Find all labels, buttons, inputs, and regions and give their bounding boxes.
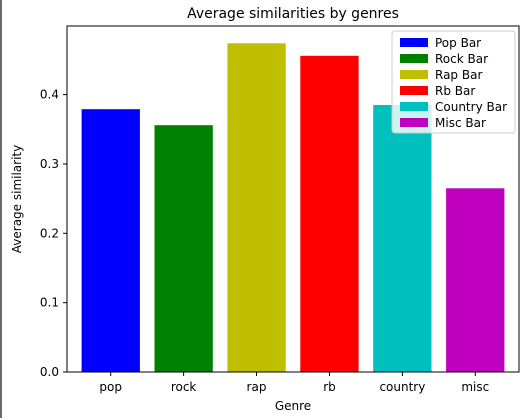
x-tick-label-rb: rb [323, 380, 336, 394]
x-tick-label-country: country [379, 380, 425, 394]
x-axis-ticks: pop rock rap rb country misc [99, 372, 489, 394]
x-tick-label-rock: rock [171, 380, 197, 394]
y-tick-label: 0.1 [40, 296, 59, 310]
bar-rap [227, 43, 286, 373]
legend-label: Rb Bar [435, 84, 475, 98]
y-axis-label: Average similarity [10, 145, 24, 253]
legend-swatch [400, 86, 428, 95]
legend-label: Rock Bar [435, 52, 488, 66]
bar-country [373, 105, 432, 372]
bar-misc [446, 188, 505, 372]
legend: Pop Bar Rock Bar Rap Bar Rb Bar Country Bar M… [391, 30, 516, 134]
y-tick-label: 0.0 [40, 365, 59, 379]
y-tick-label: 0.3 [40, 157, 59, 171]
legend-label: Misc Bar [435, 116, 486, 130]
bar-rb [300, 55, 359, 373]
legend-label: Rap Bar [435, 68, 482, 82]
y-axis-ticks: 0.0 0.1 0.2 0.3 0.4 [40, 88, 67, 379]
x-tick-label-misc: misc [461, 380, 489, 394]
legend-label: Country Bar [435, 100, 507, 114]
legend-swatch [400, 54, 428, 63]
legend-swatch [400, 102, 428, 111]
window-left-edge [0, 0, 2, 418]
legend-label: Pop Bar [435, 36, 481, 50]
legend-swatch [400, 38, 428, 47]
y-tick-label: 0.4 [40, 88, 59, 102]
y-tick-label: 0.2 [40, 226, 59, 240]
axes-frame [66, 25, 520, 373]
x-tick-label-rap: rap [247, 380, 267, 394]
bar-rock [154, 125, 213, 372]
bars-group [81, 43, 505, 373]
x-tick-label-pop: pop [99, 380, 122, 394]
x-axis-label: Genre [275, 399, 311, 413]
chart-title: Average similarities by genres [187, 6, 399, 22]
bar-pop [81, 109, 140, 372]
legend-swatch [400, 70, 428, 79]
legend-swatch [400, 118, 428, 127]
